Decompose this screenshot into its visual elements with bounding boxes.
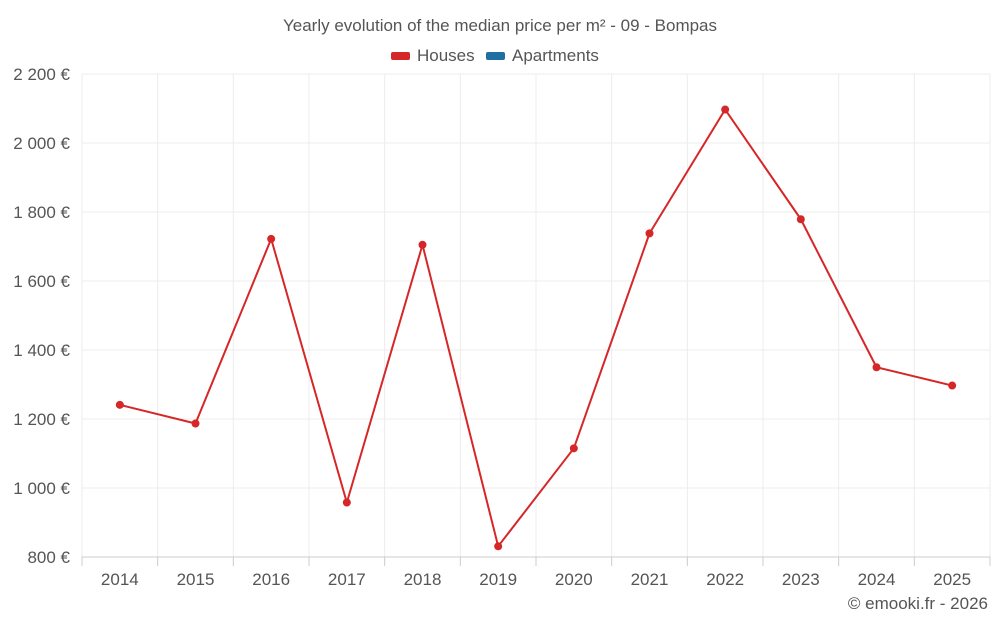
legend-item-houses[interactable]: Houses bbox=[391, 46, 475, 65]
data-point-houses-2023[interactable] bbox=[796, 215, 805, 224]
x-tick-label: 2025 bbox=[933, 570, 971, 589]
y-axis: 800 € 1 000 € 1 200 € 1 400 € 1 600 € 1 800 €… bbox=[13, 65, 70, 567]
x-tick-label: 2016 bbox=[252, 570, 290, 589]
y-tick-label: 2 200 € bbox=[13, 65, 70, 84]
x-tick-label: 2024 bbox=[858, 570, 896, 589]
data-point-houses-2016[interactable] bbox=[267, 234, 276, 243]
y-tick-label: 1 000 € bbox=[13, 479, 70, 498]
y-tick-label: 1 200 € bbox=[13, 410, 70, 429]
data-point-houses-2014[interactable] bbox=[115, 400, 124, 409]
data-point-houses-2021[interactable] bbox=[645, 229, 654, 238]
x-tick-label: 2019 bbox=[479, 570, 517, 589]
data-point-houses-2015[interactable] bbox=[191, 419, 200, 428]
y-tick-label: 1 600 € bbox=[13, 272, 70, 291]
x-tick-label: 2015 bbox=[177, 570, 215, 589]
legend-item-apartments[interactable]: Apartments bbox=[486, 46, 599, 65]
x-tick-label: 2020 bbox=[555, 570, 593, 589]
data-point-houses-2017[interactable] bbox=[342, 498, 351, 507]
data-point-houses-2025[interactable] bbox=[948, 381, 957, 390]
y-tick-label: 2 000 € bbox=[13, 134, 70, 153]
legend-label-apartments[interactable]: Apartments bbox=[512, 46, 599, 65]
y-tick-label: 800 € bbox=[27, 548, 70, 567]
x-axis: 2014 2015 2016 2017 2018 2019 2020 2021 2022 2023… bbox=[81, 556, 991, 589]
chart-title: Yearly evolution of the median price per… bbox=[283, 16, 717, 35]
x-tick-label: 2014 bbox=[101, 570, 139, 589]
x-tick-label: 2017 bbox=[328, 570, 366, 589]
series-layer bbox=[115, 105, 957, 551]
x-tick-label: 2023 bbox=[782, 570, 820, 589]
legend[interactable]: Houses Apartments bbox=[391, 46, 599, 65]
data-point-houses-2024[interactable] bbox=[872, 363, 881, 372]
series-line-houses bbox=[119, 108, 953, 548]
credit-text: © emooki.fr - 2026 bbox=[848, 594, 988, 613]
data-point-houses-2020[interactable] bbox=[569, 444, 578, 453]
x-tick-label: 2021 bbox=[631, 570, 669, 589]
x-tick-label: 2022 bbox=[706, 570, 744, 589]
data-point-houses-2018[interactable] bbox=[418, 240, 427, 249]
data-point-houses-2022[interactable] bbox=[721, 105, 730, 114]
legend-swatch-apartments bbox=[486, 52, 505, 60]
x-tick-label: 2018 bbox=[404, 570, 442, 589]
grid bbox=[81, 73, 991, 557]
y-tick-label: 1 800 € bbox=[13, 203, 70, 222]
y-tick-label: 1 400 € bbox=[13, 341, 70, 360]
legend-label-houses[interactable]: Houses bbox=[417, 46, 475, 65]
data-point-houses-2019[interactable] bbox=[494, 542, 503, 551]
legend-swatch-houses bbox=[391, 52, 410, 60]
